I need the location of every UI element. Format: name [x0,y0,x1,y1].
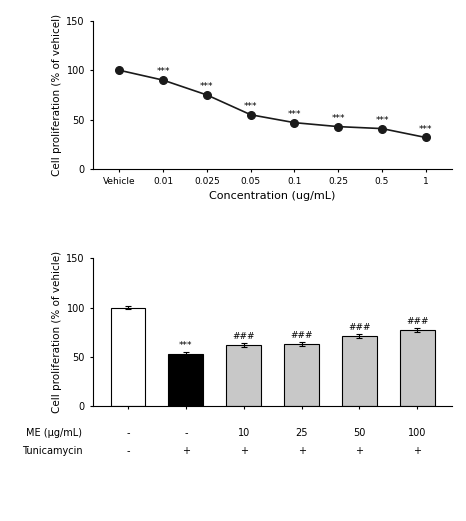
Y-axis label: Cell proliferation (% of vehicle): Cell proliferation (% of vehicle) [52,251,62,413]
Text: ***: *** [419,125,432,134]
Bar [284,344,319,406]
Text: ***: *** [200,82,214,91]
Text: Tunicamycin: Tunicamycin [22,446,82,456]
Text: ***: *** [179,341,192,350]
Text: ***: *** [375,116,389,125]
Y-axis label: Cell proliferation (% of vehicel): Cell proliferation (% of vehicel) [52,14,62,176]
Bar [400,330,435,406]
Text: -: - [184,428,187,438]
Bar [110,307,145,406]
Text: +: + [413,446,421,456]
Text: +: + [240,446,247,456]
Text: -: - [126,446,130,456]
Text: ME (μg/mL): ME (μg/mL) [27,428,82,438]
Text: 10: 10 [238,428,250,438]
Text: ***: *** [331,114,345,123]
Text: 25: 25 [295,428,308,438]
Text: +: + [356,446,363,456]
Text: -: - [126,428,130,438]
Text: 100: 100 [408,428,426,438]
Text: +: + [182,446,190,456]
Text: ###: ### [233,332,255,341]
X-axis label: Concentration (ug/mL): Concentration (ug/mL) [209,191,336,201]
Text: ###: ### [290,331,313,340]
Bar [226,345,261,406]
Text: ***: *** [157,67,170,76]
Bar [342,336,377,406]
Text: ###: ### [406,317,429,326]
Text: ***: *** [288,110,301,119]
Text: ***: *** [244,102,258,111]
Text: 50: 50 [353,428,366,438]
Text: ###: ### [348,323,370,332]
Text: +: + [298,446,306,456]
Bar [168,354,203,406]
